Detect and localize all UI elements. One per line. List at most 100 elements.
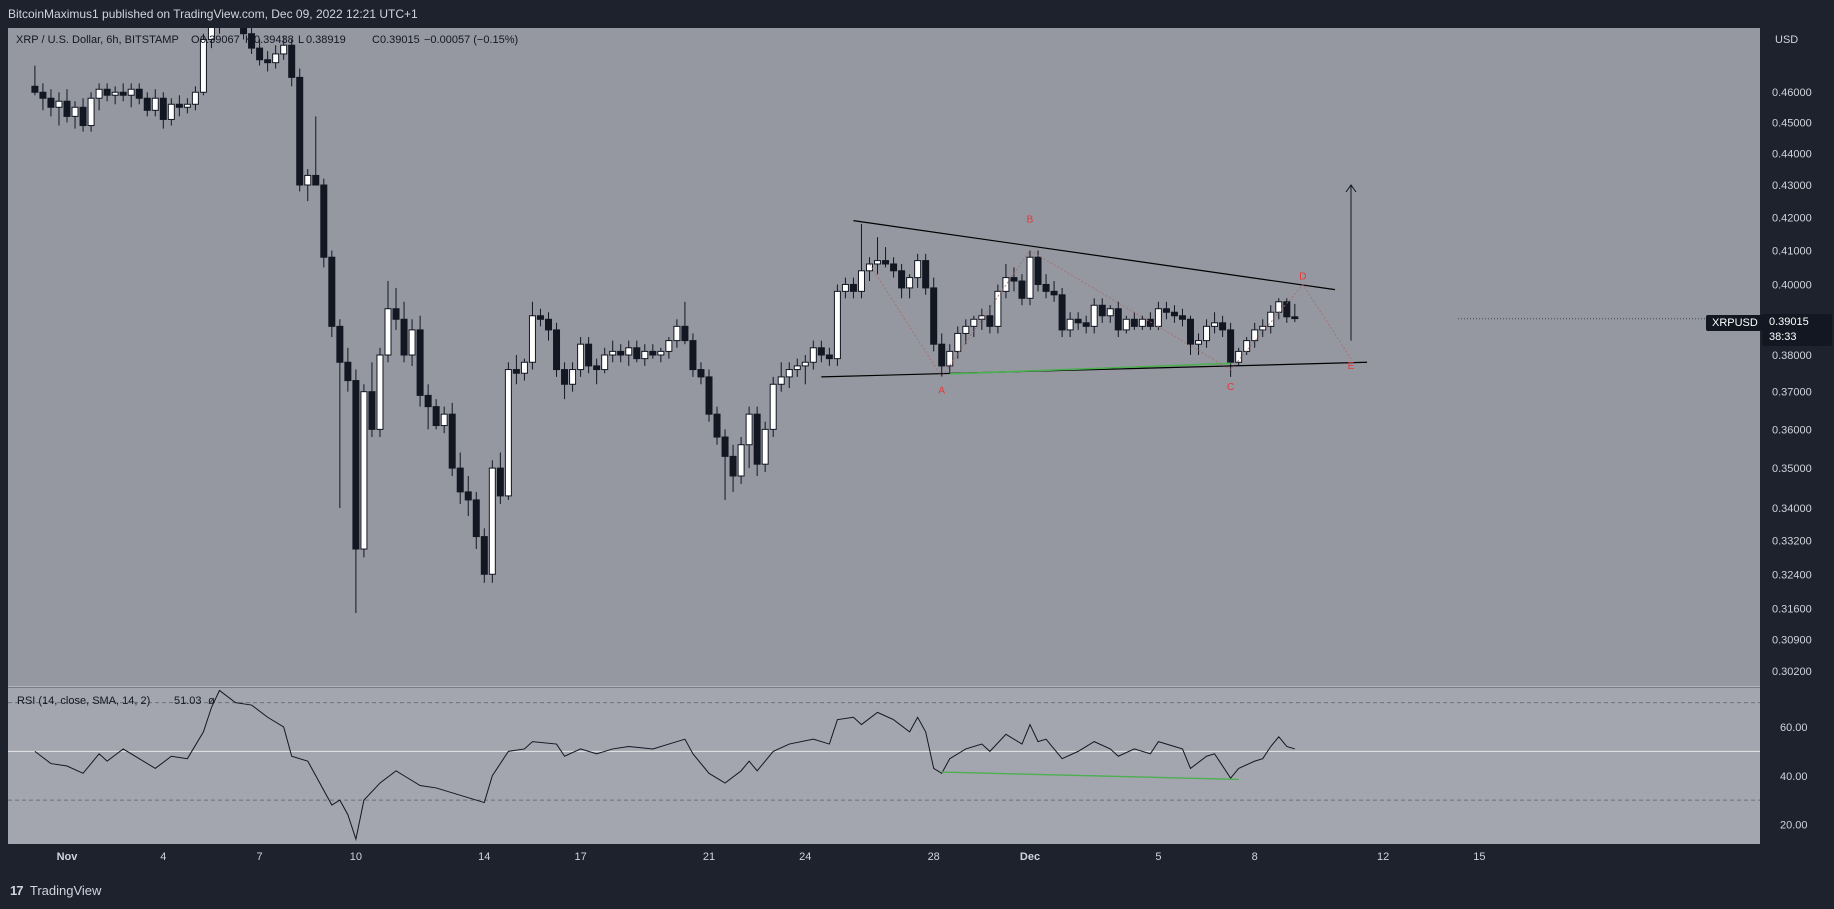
candle-down [256, 47, 264, 61]
footer-bar: 17 TradingView [0, 873, 1834, 909]
candle-up [272, 53, 280, 64]
price-axis-tick-label: 0.34000 [1772, 503, 1812, 515]
chart-svg[interactable]: A B C D E Nov 4 7 10 14 17 21 24 28 Dec 5 8 12 15 XRP / U… [8, 28, 1760, 873]
candle-down [175, 103, 183, 108]
wave-label-a: A [938, 386, 945, 397]
candle-down [1082, 322, 1090, 327]
candle-down [1283, 301, 1291, 318]
open-value: 0.39067 [200, 34, 240, 46]
price-axis-tick-label: 0.41000 [1772, 246, 1812, 258]
annotation-layer: A B C D E [821, 184, 1760, 397]
ohlc-legend: O 0.39067 H 0.39438 L 0.38919 C 0.39015 … [191, 34, 518, 46]
candle-down [464, 491, 472, 501]
change-value: −0.00057 (−0.15%) [424, 34, 518, 46]
candle-down [39, 91, 47, 99]
rsi-legend: RSI (14, close, SMA, 14, 2) 51.03 ø [17, 695, 215, 707]
candle-up [1106, 308, 1114, 317]
rsi-divergence-line [941, 771, 1239, 781]
rsi-layer [8, 689, 1760, 842]
rsi-line [34, 689, 1295, 842]
candle-up [280, 44, 288, 55]
candle-up [111, 91, 119, 96]
close-value: 0.39015 [380, 34, 420, 46]
candle-up [641, 350, 649, 360]
candle-down [825, 354, 833, 360]
candle-down [472, 499, 480, 538]
candle-down [938, 343, 946, 367]
candle-up [1002, 277, 1010, 292]
candle-up [569, 369, 577, 385]
candle-down [296, 76, 304, 186]
candle-up [665, 340, 673, 352]
candle-up [657, 350, 665, 356]
upper-trendline [853, 220, 1336, 291]
candle-down [930, 287, 938, 345]
candle-down [352, 380, 360, 550]
close-label: C [372, 34, 380, 46]
price-axis-tick-label: 0.43000 [1772, 180, 1812, 192]
chart-area[interactable]: A B C D E Nov 4 7 10 14 17 21 24 28 Dec 5 8 12 15 XRP / U… [8, 28, 1760, 873]
time-axis-tick-label: 21 [703, 851, 715, 863]
candle-down [79, 106, 87, 127]
candle-up [183, 103, 191, 108]
time-axis-tick-label: 5 [1155, 851, 1161, 863]
candle-up [488, 467, 496, 575]
candle-up [55, 100, 63, 108]
candle-up [785, 369, 793, 378]
candle-up [994, 290, 1002, 327]
currency-label: USD [1775, 34, 1799, 46]
candle-down [400, 318, 408, 356]
candle-down [248, 33, 256, 49]
candle-down [882, 260, 890, 265]
candle-down [649, 350, 657, 356]
candle-down [1074, 318, 1082, 324]
price-tag: 0.39015 38:33 [1762, 314, 1832, 346]
candle-down [729, 455, 737, 477]
candle-down [545, 318, 552, 331]
price-axis[interactable]: USD 0.46000 0.45000 0.44000 0.43000 0.42000 0… [1760, 28, 1834, 873]
candle-down [561, 369, 569, 385]
candle-down [416, 329, 424, 396]
candle-up [809, 347, 817, 363]
price-axis-tick-label: 0.46000 [1772, 87, 1812, 99]
candle-up [1267, 311, 1275, 327]
candle-up [1211, 322, 1219, 327]
candle-up [954, 332, 962, 352]
price-axis-tick-label: 0.33200 [1772, 536, 1812, 548]
candle-up [841, 283, 849, 292]
publisher-bar: BitcoinMaximus1 published on TradingView… [0, 0, 1834, 28]
candle-down [448, 413, 456, 469]
candle-up [528, 315, 536, 363]
candle-up [504, 369, 512, 497]
time-axis-tick-label: 8 [1252, 851, 1258, 863]
price-axis-tick-label: 0.35000 [1772, 463, 1812, 475]
axis-svg: 0.46000 0.45000 0.44000 0.43000 0.42000 0.410… [1772, 87, 1812, 832]
candle-down [986, 315, 994, 327]
candle-up [1275, 301, 1283, 313]
candle-down [480, 536, 488, 575]
candle-up [601, 354, 609, 371]
rsi-extra: ø [208, 695, 215, 707]
price-axis-tick-label: 0.37000 [1772, 387, 1812, 399]
candle-up [191, 91, 199, 105]
rsi-axis-tick-label: 20.00 [1780, 820, 1808, 832]
price-axis-tick-label: 0.30200 [1772, 666, 1812, 678]
candle-up [833, 290, 841, 360]
candle-up [1195, 340, 1203, 345]
low-label: L [298, 34, 304, 46]
candle-up [769, 383, 777, 430]
candle-down [328, 256, 336, 327]
price-legend-title: XRP / U.S. Dollar, 6h, BITSTAMP [16, 34, 179, 46]
candle-down [63, 100, 71, 117]
candle-up [384, 308, 392, 356]
candle-up [127, 88, 135, 96]
tradingview-logo[interactable]: 17 TradingView [10, 883, 101, 898]
candle-down [424, 394, 432, 408]
candle-up [207, 28, 215, 40]
time-axis-tick-label: 4 [160, 851, 166, 863]
green-support-line [949, 362, 1231, 375]
candle-up [745, 413, 753, 446]
time-axis-tick-label: Nov [57, 851, 79, 863]
candle-down [103, 88, 111, 96]
price-axis-tick-label: 0.40000 [1772, 279, 1812, 291]
